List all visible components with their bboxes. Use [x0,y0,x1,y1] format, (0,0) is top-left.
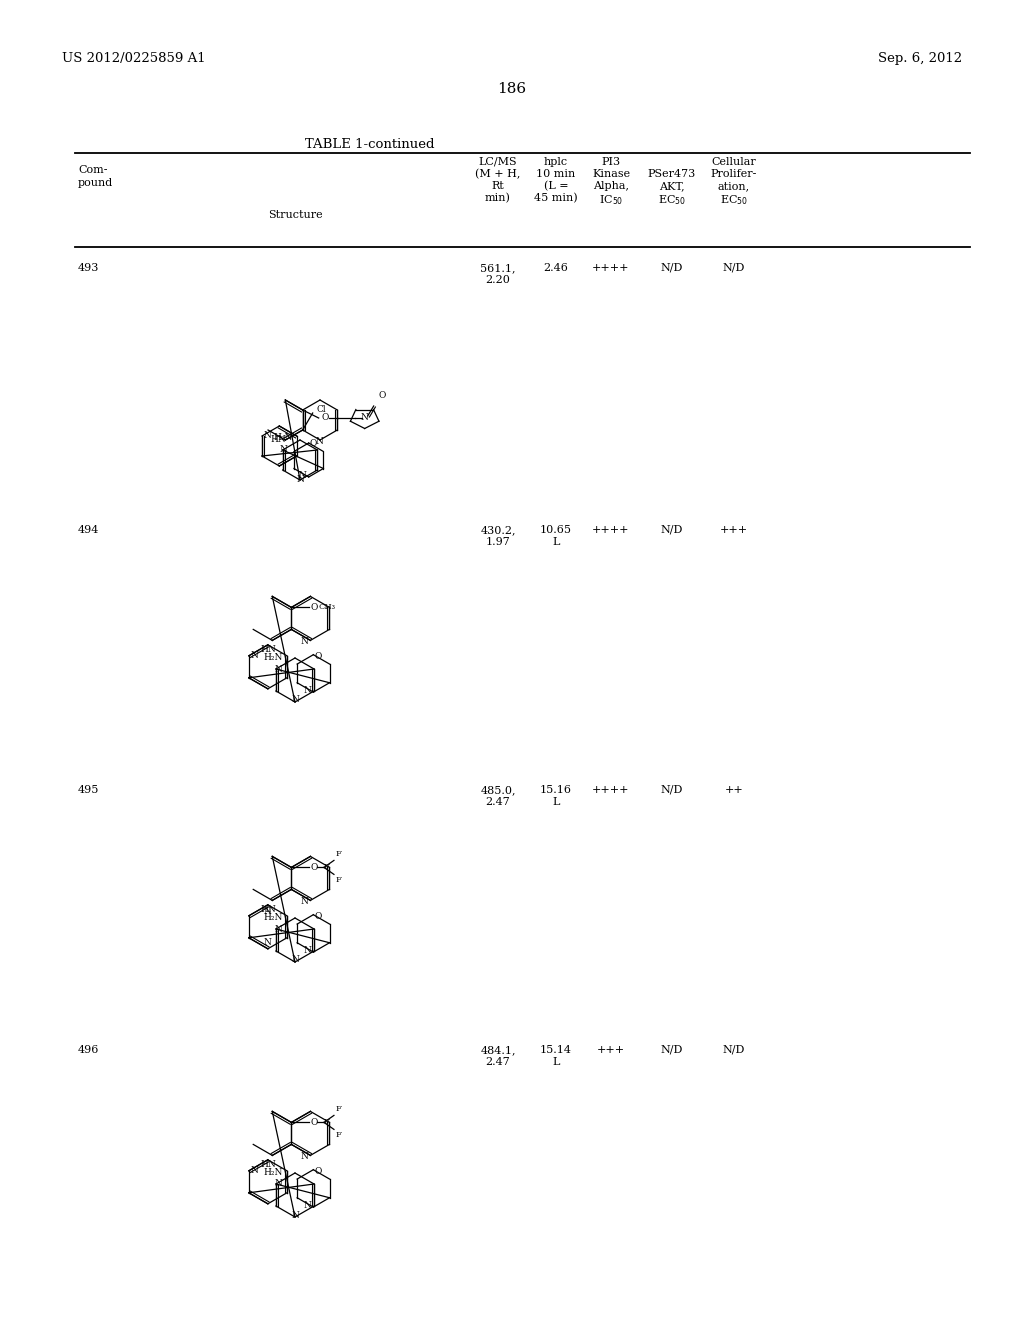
Text: 494: 494 [78,525,99,535]
Text: O: O [314,1167,322,1176]
Text: N: N [264,937,271,946]
Text: N: N [263,432,271,441]
Text: hplc: hplc [544,157,568,168]
Text: LC/MS: LC/MS [478,157,517,168]
Text: O: O [314,652,322,661]
Text: TABLE 1-continued: TABLE 1-continued [305,139,435,150]
Text: H₂N: H₂N [263,1168,283,1177]
Text: N/D: N/D [723,1045,745,1055]
Text: 496: 496 [78,1045,99,1055]
Text: 2.46: 2.46 [544,263,568,273]
Text: F: F [324,1118,330,1126]
Text: O: O [311,863,318,873]
Text: N/D: N/D [660,263,683,273]
Text: F: F [336,1105,342,1113]
Text: N: N [300,636,308,645]
Text: H₂N: H₂N [273,433,293,442]
Text: 484.1,
2.47: 484.1, 2.47 [480,1045,516,1067]
Text: N: N [315,437,323,446]
Text: H₂N: H₂N [263,653,283,663]
Text: N: N [291,956,299,965]
Text: N: N [300,1152,308,1160]
Text: ++++: ++++ [592,263,630,273]
Text: PSer473: PSer473 [648,169,696,180]
Text: Structure: Structure [267,210,323,220]
Text: US 2012/0225859 A1: US 2012/0225859 A1 [62,51,206,65]
Text: (M + H,: (M + H, [475,169,520,180]
Text: N: N [251,651,259,660]
Text: Alpha,: Alpha, [593,181,629,191]
Text: 45 min): 45 min) [535,193,578,203]
Text: 186: 186 [498,82,526,96]
Text: 10.65
L: 10.65 L [540,525,572,546]
Text: 495: 495 [78,785,99,795]
Text: (L =: (L = [544,181,568,191]
Text: N: N [274,924,282,933]
Text: EC$_{50}$: EC$_{50}$ [658,193,686,207]
Text: F: F [336,876,342,884]
Text: N: N [274,1180,282,1188]
Text: Kinase: Kinase [592,169,630,180]
Text: F: F [336,850,342,858]
Text: N: N [264,907,271,916]
Text: 430.2,
1.97: 430.2, 1.97 [480,525,516,546]
Text: ++++: ++++ [592,525,630,535]
Text: N: N [303,945,311,954]
Text: N/D: N/D [660,525,683,535]
Text: Cellular: Cellular [712,157,757,168]
Text: Rt: Rt [492,181,505,191]
Text: N/D: N/D [723,263,745,273]
Text: N: N [303,1201,311,1209]
Text: Sep. 6, 2012: Sep. 6, 2012 [878,51,962,65]
Text: N: N [274,664,282,673]
Text: O: O [309,440,317,449]
Text: ++: ++ [725,785,743,795]
Text: N: N [300,896,308,906]
Text: N: N [296,474,304,483]
Text: N: N [251,1167,259,1175]
Text: 15.14
L: 15.14 L [540,1045,572,1067]
Text: N: N [291,696,299,705]
Text: O: O [311,603,318,612]
Text: Cl: Cl [316,404,327,413]
Text: 485.0,
2.47: 485.0, 2.47 [480,785,516,807]
Text: HN: HN [261,904,276,913]
Text: ation,: ation, [718,181,750,191]
Text: Prolifer-: Prolifer- [711,169,757,180]
Text: EC$_{50}$: EC$_{50}$ [720,193,749,207]
Text: F: F [336,1131,342,1139]
Text: 15.16
L: 15.16 L [540,785,572,807]
Text: N/D: N/D [660,785,683,795]
Text: 493: 493 [78,263,99,273]
Text: O: O [379,391,386,400]
Text: O: O [311,1118,318,1127]
Text: min): min) [485,193,511,203]
Text: HN: HN [261,1160,276,1168]
Text: HN: HN [261,644,276,653]
Text: O: O [322,413,329,422]
Text: +++: +++ [597,1045,625,1055]
Text: ++++: ++++ [592,785,630,795]
Text: N: N [280,446,288,454]
Text: PI3: PI3 [601,157,621,168]
Text: N: N [291,1210,299,1220]
Text: +++: +++ [720,525,749,535]
Text: IC$_{50}$: IC$_{50}$ [599,193,624,207]
Text: N: N [303,685,311,694]
Text: AKT,: AKT, [659,181,685,191]
Text: HN: HN [271,436,287,445]
Text: N/D: N/D [660,1045,683,1055]
Text: Com-: Com- [78,165,108,176]
Text: N: N [360,413,369,422]
Text: O: O [314,912,322,921]
Text: F: F [324,863,330,871]
Text: 10 min: 10 min [537,169,575,180]
Text: H₂N: H₂N [263,913,283,923]
Text: N: N [299,470,306,479]
Text: pound: pound [78,178,114,187]
Text: 561.1,
2.20: 561.1, 2.20 [480,263,516,285]
Text: CH₃: CH₃ [318,603,336,611]
